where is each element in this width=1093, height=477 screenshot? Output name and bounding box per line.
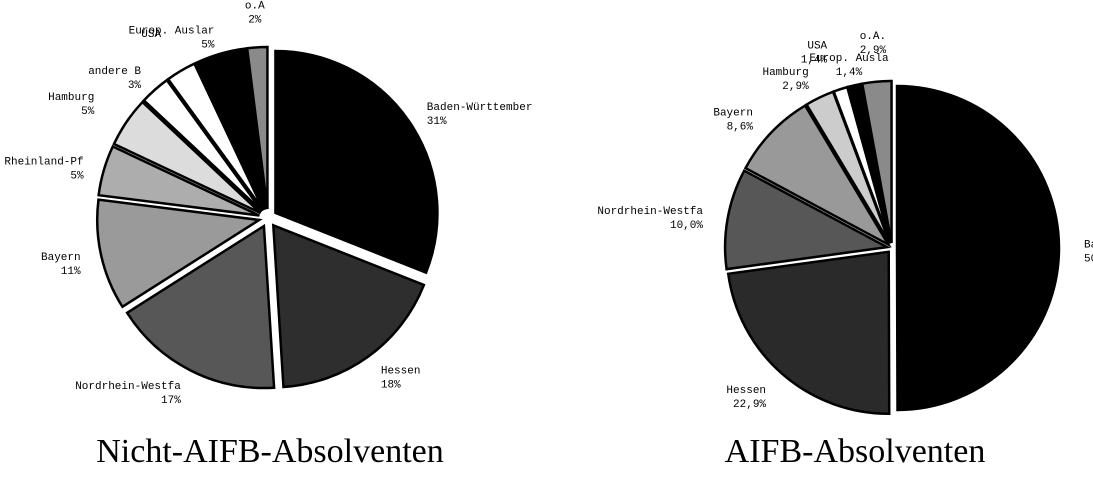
pie-slice: [860, 79, 893, 244]
pie-slice: [95, 198, 263, 309]
pie-slice: [895, 84, 1061, 412]
slice-label: Rheinland-Pf: [4, 156, 83, 168]
value-label: 2,9%: [782, 81, 809, 93]
slice-label: USA: [141, 29, 161, 41]
slice-label: Hamburg: [48, 92, 94, 104]
pie-slice: [125, 223, 276, 390]
value-label: 2%: [248, 14, 262, 26]
value-label: 31%: [427, 116, 447, 128]
pie-slice: [142, 78, 264, 213]
pie-slice: [97, 144, 260, 217]
slice-label: Baden-Württember: [1084, 240, 1093, 252]
pie-slice: [743, 103, 892, 248]
value-label: 1,4%: [836, 67, 863, 79]
slice-label: andere B: [88, 66, 141, 78]
slice-label: USA: [807, 40, 827, 52]
slice-label: o.A: [245, 0, 265, 12]
value-label: 18%: [381, 379, 401, 391]
slice-label: Baden-Württember: [427, 102, 533, 114]
value-label: 1,4%: [801, 54, 828, 66]
value-label: 5%: [201, 40, 215, 52]
slice-label: Europ. Auslar: [129, 26, 215, 38]
slice-label: Bayern: [713, 108, 753, 120]
slice-label: Europ. Ausla: [809, 53, 889, 65]
value-label: 50,0%: [1084, 254, 1093, 266]
slice-label: Hessen: [726, 385, 766, 397]
pie-slice: [194, 47, 267, 210]
value-label: 3%: [128, 80, 142, 92]
pie-slice: [271, 223, 426, 389]
pie-slice: [723, 169, 892, 271]
slice-label: Nordrhein-Westfa: [597, 206, 703, 218]
slice-label: Hamburg: [762, 67, 808, 79]
value-label: 22,9%: [733, 399, 766, 411]
slice-label: Hessen: [381, 365, 421, 377]
value-label: 5%: [70, 170, 84, 182]
pie-slice: [166, 62, 265, 211]
value-label: 5%: [81, 106, 95, 118]
value-label: 17%: [161, 395, 181, 407]
pie-slice: [726, 250, 891, 416]
chart-title: AIFB-Absolventen: [725, 433, 986, 470]
slice-label: Bayern: [41, 252, 81, 264]
chart-title: Nicht-AIFB-Absolventen: [96, 433, 444, 470]
value-label: 2,9%: [860, 45, 887, 57]
slice-label: o.A.: [860, 31, 886, 43]
value-label: 11%: [61, 266, 81, 278]
pie-slice: [274, 49, 439, 275]
slice-label: Nordrhein-Westfa: [75, 381, 181, 393]
pie-slice: [245, 45, 269, 210]
value-label: 10,0%: [670, 220, 703, 232]
pie-slice: [112, 100, 262, 215]
value-label: 8,6%: [727, 122, 754, 134]
